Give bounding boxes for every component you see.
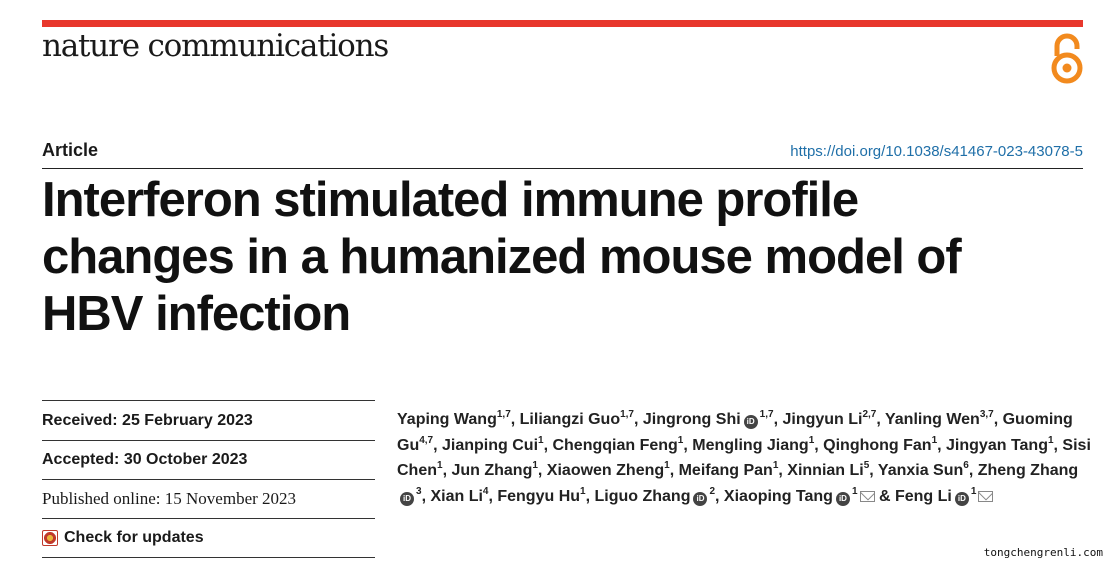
affiliation-marker[interactable]: 6 [963, 460, 969, 471]
author: Jingyun Li2,7 [782, 409, 877, 429]
affiliation-marker[interactable]: 1,7 [496, 409, 511, 420]
email-icon[interactable] [978, 490, 994, 502]
affiliation-marker[interactable]: 3 [416, 485, 422, 497]
author-name[interactable]: Fengyu Hu [497, 487, 581, 505]
author: Meifang Pan1 [678, 460, 779, 480]
watermark: tongchengrenli.com [980, 545, 1106, 560]
author: Liguo Zhang iD2 [594, 485, 716, 506]
affiliation-marker[interactable]: 2,7 [862, 409, 877, 420]
author: Jingyan Tang1 [946, 434, 1054, 454]
author-name[interactable]: Zheng Zhang [977, 462, 1079, 479]
author-list: Yaping Wang1,7, Liliangzi Guo1,7, Jingro… [397, 409, 1091, 506]
author: Xinnian Li5 [787, 460, 870, 480]
title-line: Interferon stimulated immune profile [42, 173, 859, 227]
author: Jun Zhang1 [451, 460, 538, 480]
author-name[interactable]: Yaping Wang [397, 411, 497, 428]
affiliation-marker[interactable]: 1 [538, 434, 544, 446]
article-title: Interferon stimulated immune profile cha… [42, 172, 1082, 343]
author: Feng Li iD1 [894, 485, 994, 506]
affiliation-marker[interactable]: 3,7 [979, 409, 994, 420]
orcid-icon[interactable]: iD [954, 491, 969, 506]
orcid-icon[interactable]: iD [400, 491, 414, 506]
accepted-date: Accepted: 30 October 2023 [42, 441, 375, 480]
author: Fengyu Hu1 [497, 485, 586, 505]
author-name[interactable]: Yanling Wen [884, 411, 980, 428]
author-name[interactable]: Liliangzi Guo [519, 411, 621, 428]
author-name[interactable]: Guoming Gu [397, 411, 1073, 454]
open-access-icon [1051, 33, 1083, 84]
crossmark-icon [42, 530, 58, 546]
affiliation-marker[interactable]: 1 [851, 485, 858, 497]
author: Xiaowen Zheng1 [546, 460, 670, 480]
author-name[interactable]: Jun Zhang [451, 462, 533, 479]
title-line: HBV infection [42, 287, 351, 341]
author: Jianping Cui1 [442, 434, 544, 454]
author-name[interactable]: Jianping Cui [442, 436, 539, 454]
journal-header-bar [42, 20, 1083, 27]
orcid-icon[interactable]: iD [693, 491, 708, 506]
affiliation-marker[interactable]: 1,7 [620, 409, 634, 420]
affiliation-marker[interactable]: 1 [808, 434, 815, 446]
title-line: changes in a humanized mouse model of [42, 230, 962, 284]
article-dates: Received: 25 February 2023 Accepted: 30 … [42, 400, 375, 558]
orcid-icon[interactable]: iD [743, 415, 758, 429]
author: Sisi Chen1 [397, 437, 1091, 480]
published-date: Published online: 15 November 2023 [42, 480, 375, 519]
author-name[interactable]: Chengqian Feng [552, 436, 678, 454]
author-name[interactable]: Yanxia Sun [877, 462, 964, 479]
author-name[interactable]: Xiaowen Zheng [546, 462, 665, 479]
author: Zheng ZhangiD3 [397, 462, 1079, 506]
author: Yanling Wen3,7 [884, 409, 994, 429]
email-icon[interactable] [859, 490, 875, 502]
author-name[interactable]: Qinghong Fan [823, 436, 932, 454]
author-name[interactable]: Jingyan Tang [946, 436, 1048, 454]
author: Xiaoping Tang iD1 [723, 485, 875, 506]
author-name[interactable]: Mengling Jiang [692, 436, 809, 454]
author-name[interactable]: Feng Li [894, 487, 952, 505]
orcid-icon[interactable]: iD [835, 491, 850, 506]
affiliation-marker[interactable]: 1,7 [759, 409, 774, 420]
author-name[interactable]: Meifang Pan [678, 462, 773, 479]
affiliation-marker[interactable]: 4,7 [419, 434, 434, 446]
divider [42, 168, 1083, 169]
author: Jingrong Shi iD1,7 [642, 409, 774, 429]
author-name[interactable]: Xinnian Li [787, 462, 864, 479]
author: Chengqian Feng1 [552, 434, 684, 454]
affiliation-marker[interactable]: 1 [580, 485, 586, 497]
author: Xian Li4 [430, 485, 489, 505]
article-type: Article [42, 140, 99, 160]
journal-name[interactable]: nature communications [42, 28, 389, 64]
affiliation-marker[interactable]: 4 [482, 485, 489, 497]
affiliation-marker[interactable]: 5 [863, 460, 870, 471]
author-name[interactable]: Jingyun Li [782, 411, 863, 428]
affiliation-marker[interactable]: 1 [532, 460, 538, 471]
doi-link[interactable]: https://doi.org/10.1038/s41467-023-43078… [790, 143, 1083, 160]
author: Mengling Jiang1 [692, 434, 815, 454]
author-name[interactable]: Jingrong Shi [642, 411, 741, 428]
check-updates-button[interactable]: Check for updates [42, 519, 375, 558]
author-name[interactable]: Liguo Zhang [594, 487, 691, 505]
affiliation-marker[interactable]: 1 [772, 460, 779, 471]
author: Qinghong Fan1 [823, 434, 938, 454]
author: Yaping Wang1,7 [397, 409, 511, 429]
affiliation-marker[interactable]: 1 [664, 460, 670, 471]
author-name[interactable]: Sisi Chen [397, 436, 1091, 480]
author: Guoming Gu4,7 [397, 411, 1073, 454]
check-updates-label: Check for updates [64, 529, 204, 546]
author-name[interactable]: Xian Li [430, 487, 483, 505]
affiliation-marker[interactable]: 1 [677, 434, 684, 446]
author-name[interactable]: Xiaoping Tang [723, 487, 833, 505]
affiliation-marker[interactable]: 1 [1047, 434, 1054, 446]
affiliation-marker[interactable]: 1 [970, 485, 977, 497]
affiliation-marker[interactable]: 1 [931, 434, 938, 446]
author: Liliangzi Guo1,7 [519, 409, 634, 429]
affiliation-marker[interactable]: 2 [709, 485, 716, 497]
affiliation-marker[interactable]: 1 [437, 460, 443, 471]
received-date: Received: 25 February 2023 [42, 400, 375, 441]
author: Yanxia Sun6 [877, 460, 969, 480]
